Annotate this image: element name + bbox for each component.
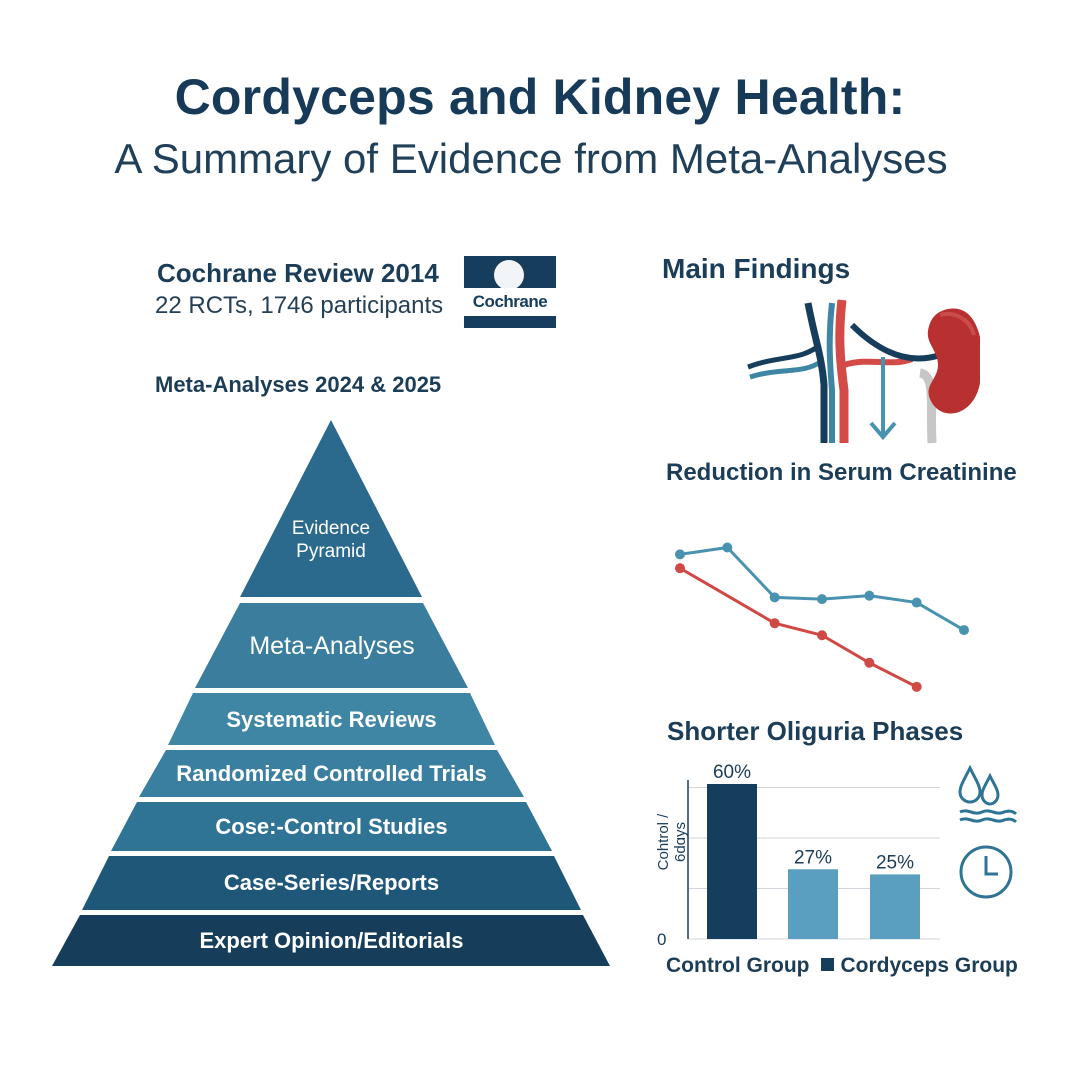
water-drops-icon bbox=[958, 764, 1018, 824]
legend-cordyceps-label: Cordyceps Group bbox=[840, 954, 1018, 977]
series-1-point bbox=[911, 597, 922, 608]
bar-2-value-label: 27% bbox=[794, 847, 832, 868]
pyramid-label-3: Systematic Reviews bbox=[226, 707, 437, 732]
series-2-point bbox=[817, 630, 827, 641]
bar-2 bbox=[788, 869, 838, 939]
cochrane-logo: Cochrane bbox=[464, 256, 556, 328]
pyramid-level-4 bbox=[139, 750, 524, 797]
cochrane-emblem-icon bbox=[494, 260, 524, 290]
series-1-point bbox=[675, 549, 685, 560]
oliguria-icons bbox=[958, 764, 1018, 899]
bar-y-axis-zero: 0 bbox=[657, 930, 667, 949]
pyramid-label-6: Case-Series/Reports bbox=[223, 870, 440, 895]
series-1-point bbox=[722, 542, 733, 553]
pyramid-level-1 bbox=[240, 420, 422, 597]
cochrane-review-title: Cochrane Review 2014 bbox=[157, 258, 439, 288]
pyramid-label-7: Expert Opinion/Editorials bbox=[199, 928, 464, 953]
cochrane-logo-text: Cochrane bbox=[464, 288, 556, 316]
bar-1-value-label: 60% bbox=[713, 762, 751, 783]
series-2-point bbox=[769, 618, 780, 629]
series-2-line bbox=[679, 566, 918, 689]
legend-cordyceps-swatch bbox=[821, 958, 835, 971]
series-2-point bbox=[911, 681, 922, 692]
series-1-point bbox=[959, 625, 969, 636]
main-findings-title: Main Findings bbox=[662, 253, 851, 284]
evidence-pyramid bbox=[52, 420, 610, 966]
oliguria-title: Shorter Oliguria Phases bbox=[667, 716, 964, 746]
legend-control-label: Control Group bbox=[666, 954, 810, 977]
bar-3 bbox=[870, 874, 920, 939]
series-1-point bbox=[864, 590, 875, 601]
clock-icon bbox=[959, 845, 1013, 899]
pyramid-label-5: Cose:-Control Studies bbox=[215, 814, 448, 839]
pyramid-label-4: Randomized Controlled Trials bbox=[176, 761, 487, 786]
creatinine-title: Reduction in Serum Creatinine bbox=[666, 459, 1017, 486]
bar-3-value-label: 25% bbox=[876, 852, 914, 873]
pyramid-label-1: Evidence Pyramid bbox=[291, 518, 371, 562]
series-2-point bbox=[675, 563, 685, 574]
pyramid-level-3 bbox=[168, 693, 495, 745]
bar-1 bbox=[707, 784, 757, 939]
pyramid-label-2: Meta-Analyses bbox=[249, 632, 415, 660]
pyramid-level-2 bbox=[195, 603, 468, 688]
series-1-point bbox=[769, 592, 780, 603]
oliguria-bar-chart: 60% 27% 25% bbox=[687, 762, 940, 940]
creatinine-line-chart bbox=[675, 542, 969, 692]
kidney-vessels-icon bbox=[747, 299, 980, 444]
pyramid-level-6 bbox=[82, 856, 581, 910]
cochrane-review-detail: 22 RCTs, 1746 participants bbox=[155, 292, 444, 319]
page-title: Cordyceps and Kidney Health: bbox=[174, 69, 906, 125]
bar-legend: Control Group Cordyceps Group bbox=[666, 954, 1018, 978]
series-1-line bbox=[679, 545, 965, 632]
series-1-point bbox=[817, 594, 827, 605]
pyramid-level-5 bbox=[111, 802, 552, 851]
bar-y-axis-label: Cohtrol / 6dɑys bbox=[655, 813, 689, 871]
meta-analyses-label: Meta-Analyses 2024 & 2025 bbox=[155, 372, 442, 397]
pyramid-level-7 bbox=[52, 915, 610, 966]
page-subtitle: A Summary of Evidence from Meta-Analyses bbox=[114, 135, 948, 182]
series-2-point bbox=[864, 657, 875, 668]
